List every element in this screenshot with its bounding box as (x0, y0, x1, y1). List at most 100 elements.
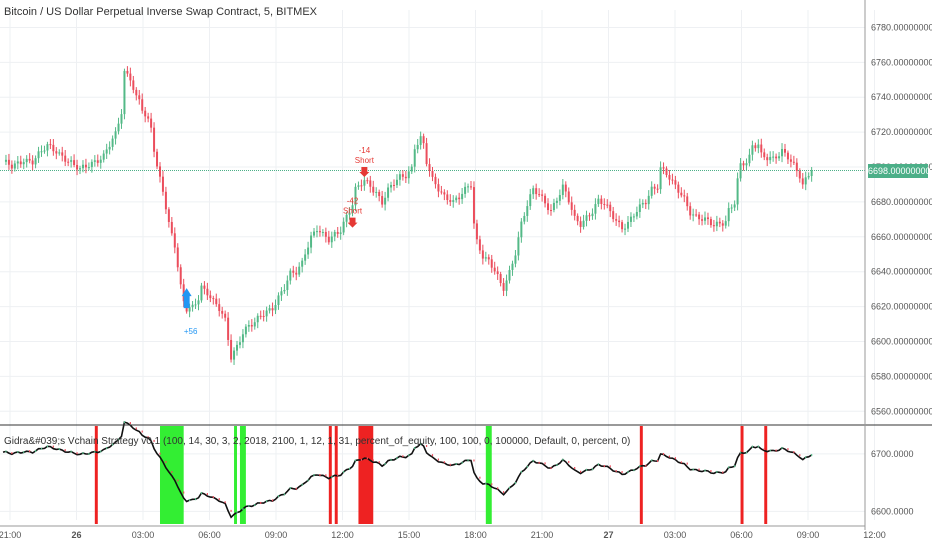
candle-body (484, 257, 487, 259)
candle-body (327, 236, 330, 243)
indicator-candle (657, 460, 659, 463)
indicator-candle (585, 468, 588, 471)
x-tick-label: 09:00 (797, 530, 820, 540)
candle-body (31, 160, 34, 165)
candle-body (197, 300, 200, 305)
candle-body (241, 334, 244, 343)
y-tick-label: 6660.00000000 (871, 232, 932, 242)
candle-body (464, 186, 467, 194)
candle-body (674, 180, 677, 185)
candle-body (704, 217, 707, 221)
indicator-candle (295, 487, 297, 490)
candle-body (671, 179, 674, 181)
candle-body (13, 163, 16, 169)
candle-body (81, 164, 84, 169)
indicator-candle (200, 491, 203, 494)
candle-body (558, 195, 561, 201)
x-tick-label: 12:00 (863, 530, 886, 540)
candle-body (238, 342, 241, 345)
y-tick-label: 6740.00000000 (871, 92, 932, 102)
candle-body (395, 179, 398, 186)
candle-body (141, 99, 144, 111)
candle-body (90, 161, 93, 168)
candle-body (271, 308, 274, 311)
candle-body (745, 163, 748, 166)
indicator-candle (301, 483, 303, 486)
candle-body (754, 145, 757, 149)
candle-body (615, 219, 618, 221)
indicator-candle (775, 449, 777, 452)
candle-body (176, 247, 179, 268)
indicator-candle (728, 466, 730, 469)
indicator-candle (212, 496, 214, 499)
candle-body (624, 228, 627, 230)
indicator-candle (254, 504, 256, 507)
indicator-candle (615, 470, 617, 473)
candle-body (517, 237, 520, 256)
candle-body (579, 221, 582, 227)
candle-body (221, 310, 224, 314)
candle-body (259, 315, 262, 317)
indicator-candle (283, 493, 285, 496)
candle-body (194, 304, 197, 306)
indicator-series-line (2, 421, 813, 519)
indicator-candle (532, 459, 534, 462)
indicator-candle (34, 449, 37, 452)
candle-body (766, 157, 769, 161)
candle-body (514, 255, 517, 264)
candle-body (772, 156, 775, 158)
indicator-candle (627, 470, 629, 473)
candle-body (16, 161, 19, 164)
candle-body (706, 217, 709, 220)
red-signal-band (764, 426, 768, 524)
candle-body (588, 215, 591, 217)
y-tick-label: 6680.00000000 (871, 197, 932, 207)
candle-body (555, 200, 558, 203)
candle-body (692, 214, 695, 216)
indicator-candle (76, 452, 78, 455)
indicator-candle (117, 438, 120, 441)
indicator-candle (645, 464, 647, 467)
indicator-candle (40, 447, 43, 450)
candle-body (375, 191, 378, 193)
candle-body (724, 221, 727, 226)
candle-body (215, 298, 218, 305)
red-signal-band (94, 426, 98, 524)
candle-body (315, 231, 318, 233)
indicator-candle (680, 461, 682, 464)
candle-body (789, 159, 792, 162)
indicator-candle (372, 459, 374, 462)
indicator-candle (420, 442, 422, 445)
candle-body (612, 211, 615, 220)
candle-body (351, 205, 354, 213)
indicator-candle (194, 498, 197, 501)
candle-body (775, 156, 778, 159)
indicator-candle (408, 454, 410, 457)
candle-body (677, 184, 680, 193)
candle-body (425, 143, 428, 165)
x-tick-label: 03:00 (132, 530, 155, 540)
candle-body (224, 313, 227, 318)
indicator-candle (111, 443, 114, 446)
indicator-candle (366, 457, 368, 460)
red-signal-band (328, 426, 332, 524)
candle-body (135, 89, 138, 96)
x-tick-label: 06:00 (730, 530, 753, 540)
candle-body (73, 160, 76, 165)
indicator-candle (574, 466, 576, 469)
candle-body (644, 202, 647, 205)
candle-body (93, 160, 96, 162)
candle-body (467, 186, 470, 188)
candle-body (179, 267, 182, 285)
indicator-candle (337, 474, 339, 477)
indicator-candle (491, 483, 493, 486)
indicator-candle (319, 473, 321, 476)
candle-body (64, 155, 67, 162)
candle-body (283, 289, 286, 292)
short-arrow-icon (359, 166, 370, 177)
indicator-candle (538, 461, 540, 464)
indicator-candle (763, 448, 765, 451)
candle-body (621, 222, 624, 230)
candle-body (10, 164, 13, 169)
indicator-candle (159, 452, 161, 455)
